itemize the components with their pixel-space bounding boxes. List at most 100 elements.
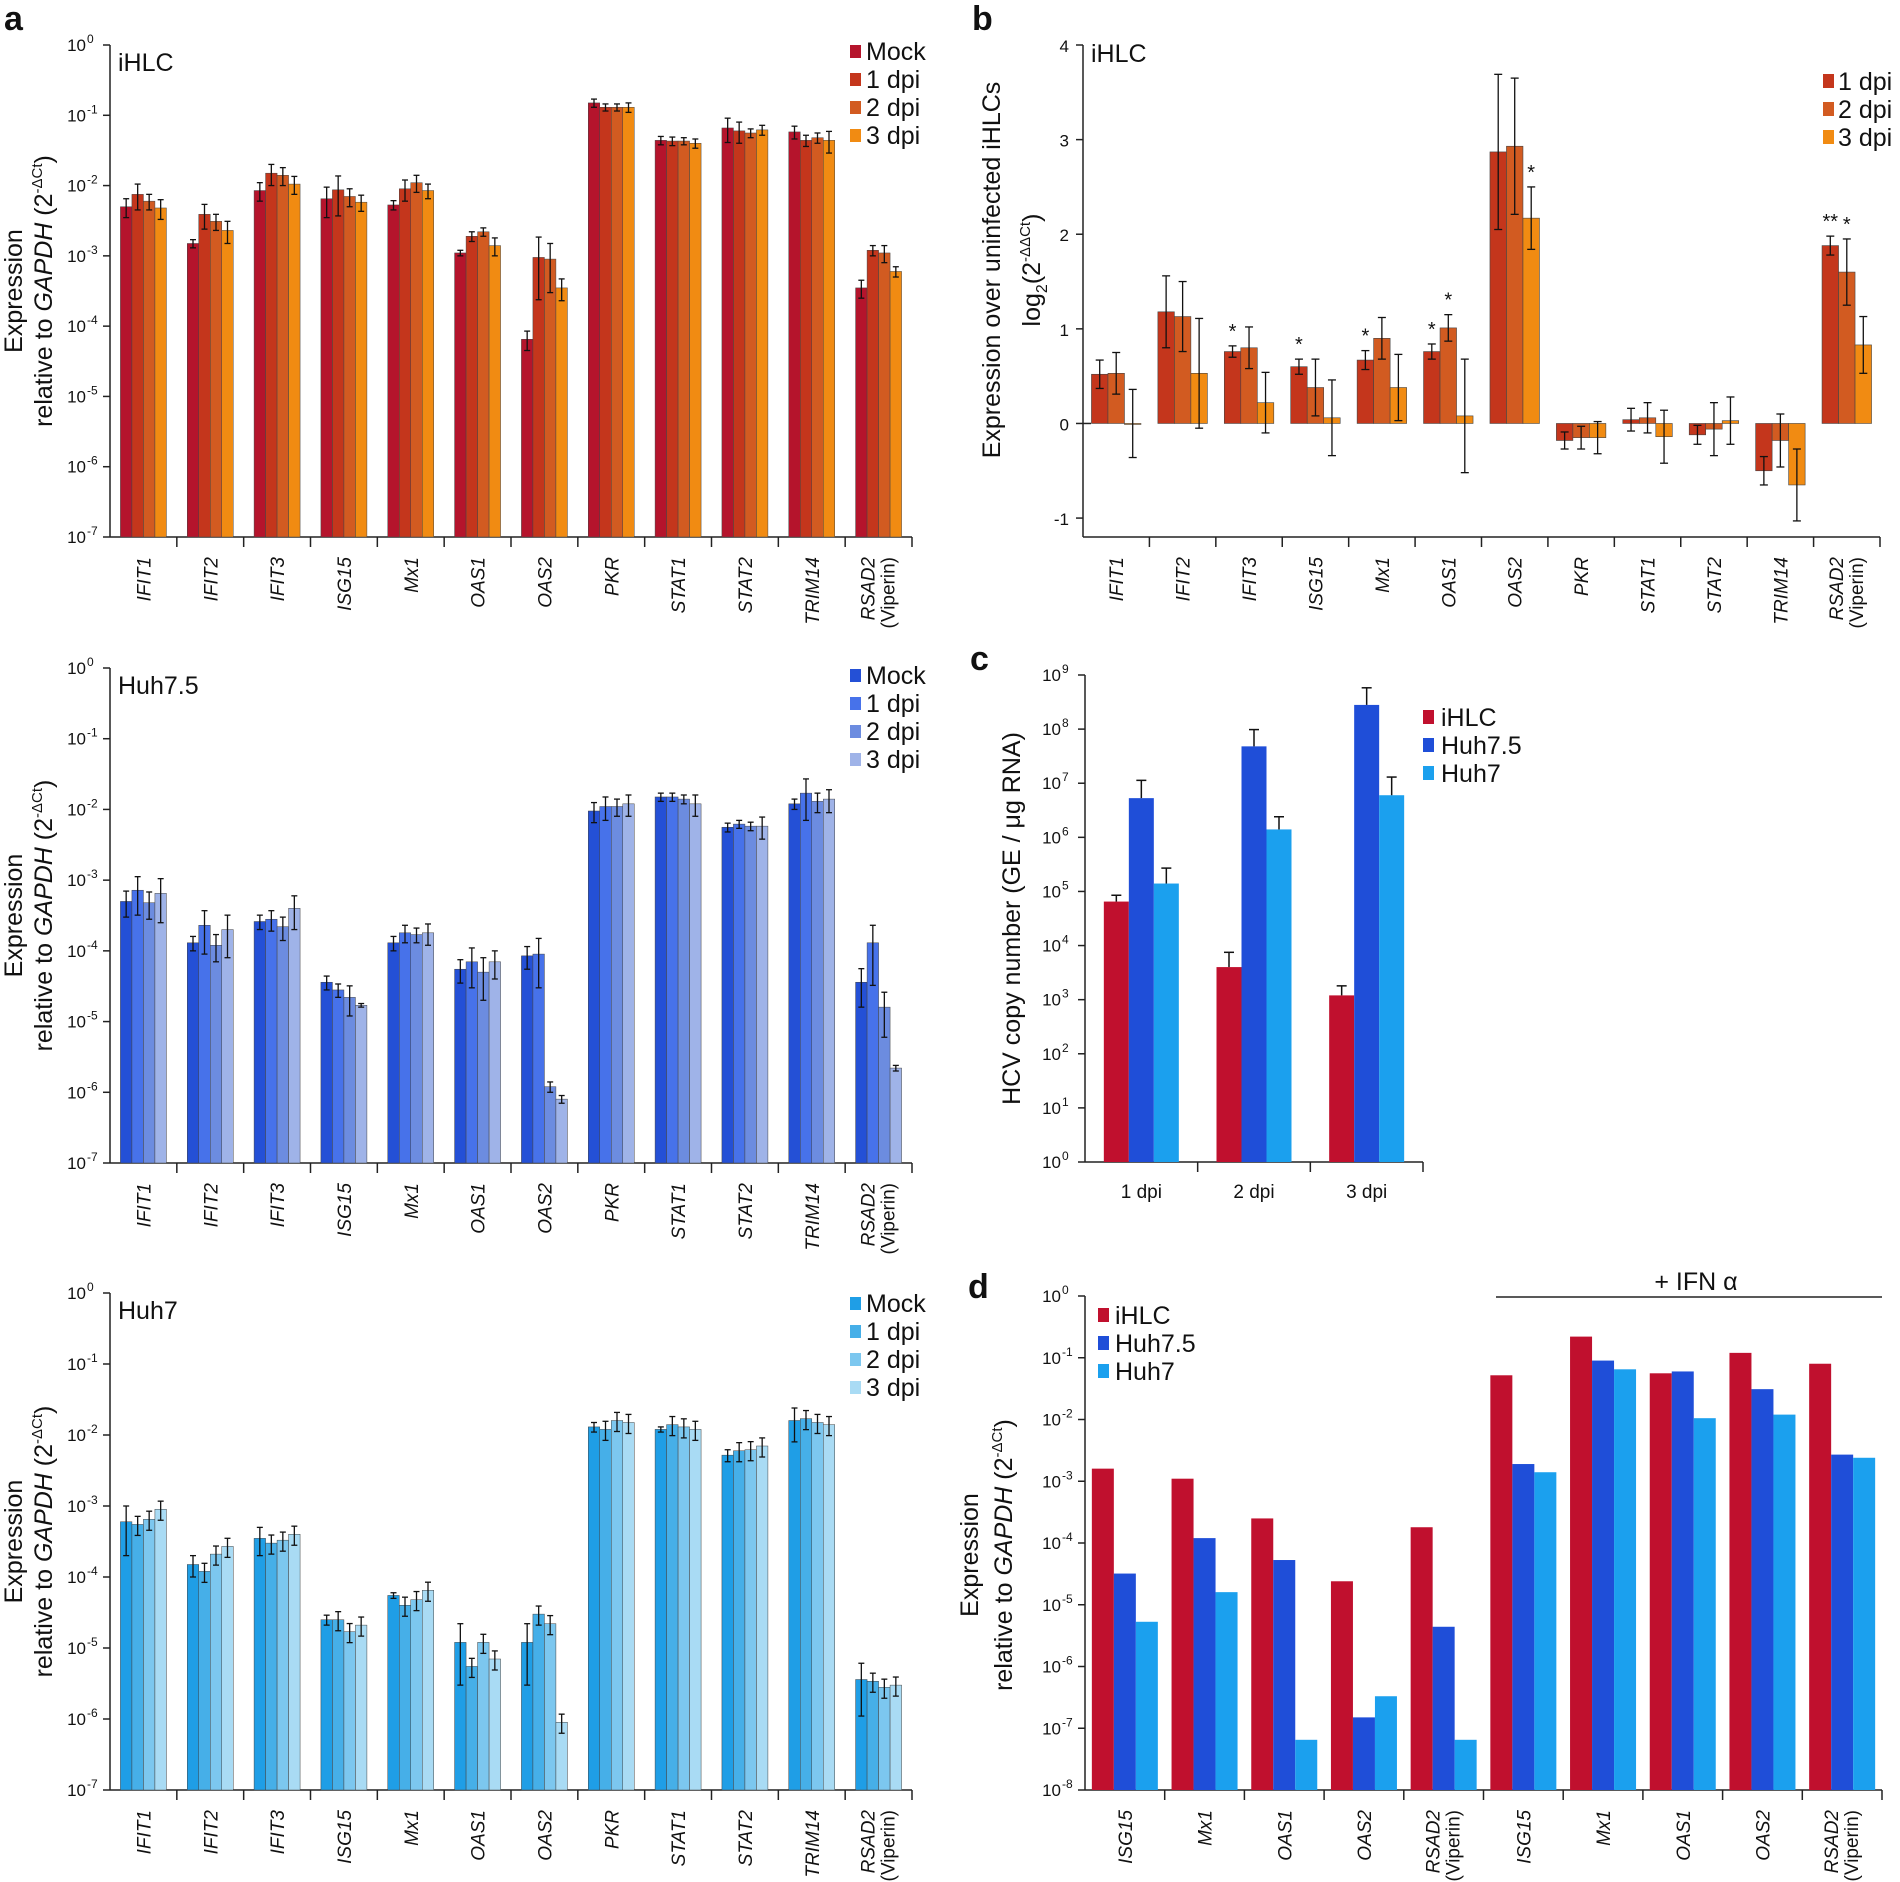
y-tick-label: 10 (67, 106, 86, 125)
y-tick-label: 10 (1042, 720, 1061, 739)
y-tick-exponent: -4 (87, 938, 98, 952)
bar (198, 925, 211, 1164)
legend-label: Huh7 (1115, 1358, 1175, 1386)
bar (588, 810, 600, 1164)
y-tick-label: -1 (1054, 510, 1069, 529)
y-axis-label-line1: Expression over uninfected iHLCs (978, 82, 1006, 459)
bar (221, 929, 234, 1164)
bar (131, 194, 144, 538)
bar (889, 1067, 902, 1164)
category-label: IFIT2 (201, 557, 222, 602)
bar (1273, 1560, 1296, 1790)
bar (855, 981, 868, 1164)
bar (1113, 1573, 1136, 1790)
bar (756, 1445, 769, 1791)
bar (677, 140, 690, 538)
bar (1135, 1621, 1158, 1790)
legend-swatch (850, 45, 861, 58)
y-tick-label: 10 (1042, 774, 1061, 793)
y-tick-label: 10 (67, 871, 86, 890)
y-tick-exponent: 2 (1062, 1041, 1069, 1055)
legend-label: Huh7 (1441, 760, 1501, 788)
bar (1423, 351, 1441, 424)
bar (588, 1426, 600, 1791)
legend-label: 2 dpi (866, 94, 920, 122)
bar (1266, 829, 1292, 1162)
bar (1671, 1371, 1694, 1790)
category-label: Mx1 (1373, 557, 1394, 593)
bar (1729, 1352, 1752, 1790)
bar (198, 1571, 211, 1791)
category-label: IFIT1 (134, 1183, 155, 1227)
bar (1193, 1538, 1216, 1790)
bar (143, 200, 156, 538)
category-label: ISG15 (335, 1183, 356, 1237)
y-tick-label: 10 (67, 659, 86, 678)
bar (1251, 1518, 1274, 1790)
bar (422, 190, 434, 538)
significance-star: * (1843, 214, 1851, 236)
legend-swatch (850, 725, 861, 738)
bar (1410, 1527, 1433, 1790)
category-label: TRIM14 (1771, 557, 1792, 625)
legend-swatch (1423, 738, 1434, 752)
panel-label-a: a (4, 0, 24, 38)
y-tick-exponent: -3 (87, 243, 98, 257)
bar (465, 236, 478, 538)
bar (1751, 1389, 1774, 1790)
bar (221, 1546, 234, 1791)
bar (253, 921, 266, 1164)
y-tick-exponent: -5 (1062, 1592, 1073, 1606)
bar (689, 803, 702, 1164)
bar (120, 1521, 133, 1791)
y-tick-label: 10 (1042, 991, 1061, 1010)
bar (599, 806, 612, 1164)
legend-label: 1 dpi (866, 66, 920, 94)
bar (866, 1681, 879, 1791)
y-tick-label: 10 (1042, 1349, 1061, 1368)
y-tick-label: 10 (1042, 828, 1061, 847)
legend-swatch (1823, 102, 1834, 116)
bar (666, 140, 679, 538)
bar (677, 798, 690, 1164)
legend-label: 3 dpi (866, 746, 920, 774)
bar (288, 1534, 301, 1791)
category-label: STAT1 (669, 1183, 690, 1239)
bar (744, 132, 757, 538)
category-note: (Viperin) (1842, 1810, 1863, 1881)
category-label: IFIT3 (1240, 557, 1261, 602)
y-tick-exponent: 1 (1062, 1095, 1069, 1109)
category-label: OAS1 (469, 557, 490, 608)
bar (1490, 1375, 1513, 1790)
legend-label: 1 dpi (866, 690, 920, 718)
bar (477, 231, 490, 538)
y-tick-exponent: -2 (87, 173, 98, 187)
bar (120, 206, 133, 538)
category-label: Mx1 (402, 557, 423, 593)
category-label: STAT2 (736, 1810, 757, 1867)
bar (788, 803, 801, 1164)
y-tick-exponent: 3 (1062, 987, 1069, 1001)
legend-swatch (850, 129, 861, 142)
bar (187, 1564, 199, 1791)
bar (1809, 1363, 1832, 1790)
bar (488, 961, 501, 1164)
legend-swatch (850, 669, 861, 682)
bar (1354, 704, 1380, 1162)
bar (320, 1619, 333, 1791)
chart-title: Huh7.5 (118, 672, 199, 700)
category-label: IFIT3 (268, 1810, 289, 1855)
category-label: IFIT2 (201, 1183, 222, 1228)
y-axis-label-line2: relative to GAPDH (2-ΔCt) (29, 155, 58, 427)
bar (811, 1422, 824, 1791)
legend-label: 3 dpi (1838, 124, 1892, 152)
y-tick-exponent: -6 (87, 1079, 98, 1093)
y-tick-exponent: -1 (1062, 1345, 1073, 1359)
bar (154, 1508, 167, 1791)
bar (276, 1539, 289, 1791)
category-label: RSAD2 (859, 557, 880, 621)
